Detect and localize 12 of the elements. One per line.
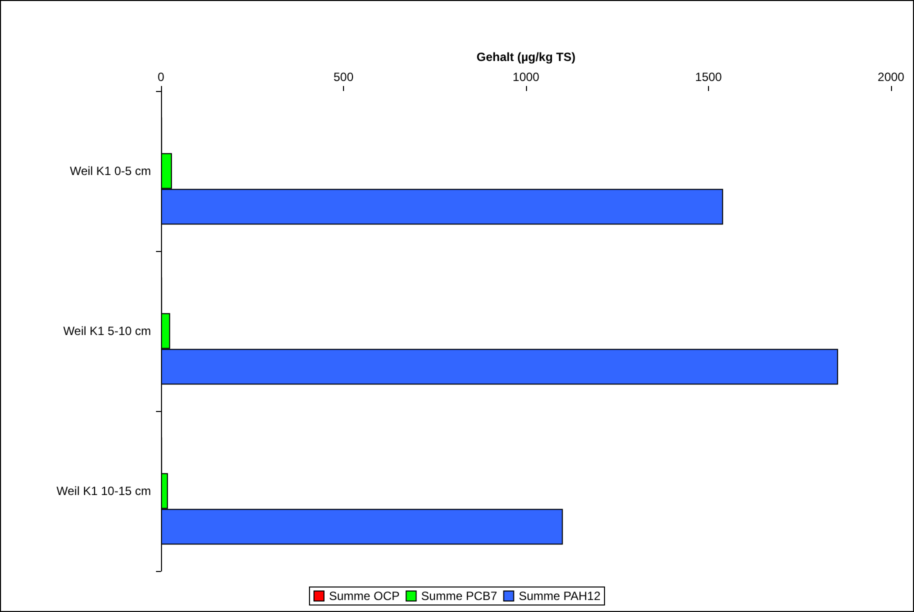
x-tick-label: 1000: [512, 70, 540, 84]
x-tick-label: 500: [333, 70, 354, 84]
x-tick-label: 2000: [878, 70, 905, 84]
legend-label: Summe PAH12: [518, 589, 601, 603]
x-tick-label: 0: [158, 70, 165, 84]
y-tick-label: Weil K1 5-10 cm: [63, 324, 151, 338]
y-tick-label: Weil K1 0-5 cm: [70, 164, 151, 178]
legend-label: Summe OCP: [328, 589, 400, 603]
x-tick-label: 1500: [695, 70, 722, 84]
legend-label: Summe PCB7: [421, 589, 498, 603]
x-axis-title: Gehalt (µg/kg TS): [476, 50, 576, 64]
y-tick-label: Weil K1 10-15 cm: [56, 484, 151, 498]
